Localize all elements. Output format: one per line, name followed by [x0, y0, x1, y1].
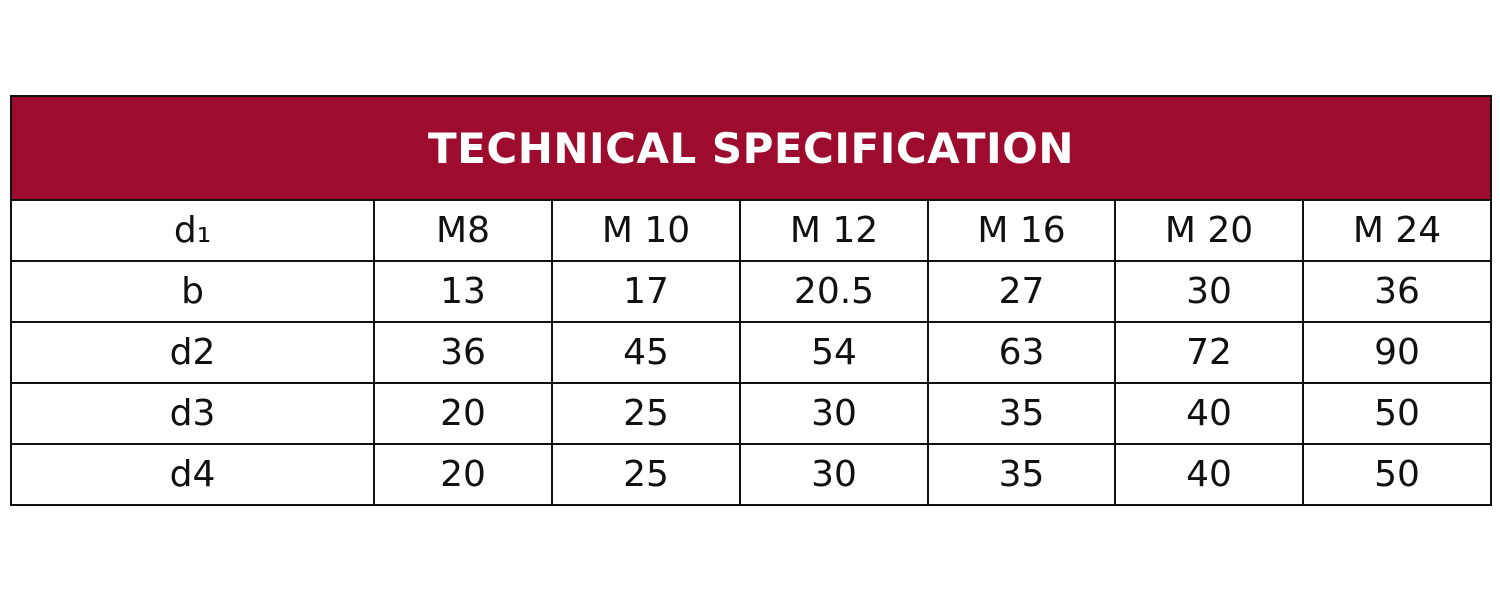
- table-cell: M 12: [739, 199, 929, 262]
- table-row: d4 20 25 30 35 40 50: [10, 443, 1493, 506]
- table-cell: 50: [1301, 443, 1493, 506]
- row-label-cell: d2: [10, 321, 375, 384]
- table-body: TECHNICAL SPECIFICATION d₁ M8 M 10 M 12 M 16…: [9, 95, 1493, 506]
- table-row: b 13 17 20.5 27 30 36: [10, 260, 1493, 323]
- table-cell: M 24: [1301, 199, 1493, 262]
- table-cell: 54: [739, 321, 929, 384]
- table-cell: 35: [927, 382, 1116, 445]
- table-cell: 90: [1301, 321, 1493, 384]
- table-cell: 13: [373, 260, 553, 323]
- row-label-cell: b: [10, 260, 375, 323]
- table-cell: 72: [1114, 321, 1304, 384]
- table-cell: 36: [1301, 260, 1493, 323]
- table-title: TECHNICAL SPECIFICATION: [9, 95, 1493, 201]
- table-cell: M 10: [551, 199, 741, 262]
- table-cell: M 20: [1114, 199, 1304, 262]
- table-cell: 40: [1114, 443, 1304, 506]
- table-cell: 20: [373, 382, 553, 445]
- table-cell: 50: [1301, 382, 1493, 445]
- table-cell: 27: [927, 260, 1116, 323]
- title-row: TECHNICAL SPECIFICATION: [9, 95, 1493, 201]
- table-cell: 25: [551, 443, 741, 506]
- table-row: d2 36 45 54 63 72 90: [10, 321, 1493, 384]
- table-cell: 25: [551, 382, 741, 445]
- table-cell: 30: [739, 382, 929, 445]
- technical-specification-table: TECHNICAL SPECIFICATION d₁ M8 M 10 M 12 M 16…: [9, 95, 1493, 506]
- row-label-cell: d3: [10, 382, 375, 445]
- table-row: d₁ M8 M 10 M 12 M 16 M 20 M 24: [10, 199, 1493, 262]
- table-cell: M8: [373, 199, 553, 262]
- table-cell: 20.5: [739, 260, 929, 323]
- table-cell: 45: [551, 321, 741, 384]
- table-cell: 30: [739, 443, 929, 506]
- table-cell: 20: [373, 443, 553, 506]
- table-cell: M 16: [927, 199, 1116, 262]
- table-cell: 63: [927, 321, 1116, 384]
- table-cell: 40: [1114, 382, 1304, 445]
- row-label-cell: d4: [10, 443, 375, 506]
- table-cell: 36: [373, 321, 553, 384]
- table-cell: 17: [551, 260, 741, 323]
- table-cell: 35: [927, 443, 1116, 506]
- table-cell: 30: [1114, 260, 1304, 323]
- table-row: d3 20 25 30 35 40 50: [10, 382, 1493, 445]
- row-label-cell: d₁: [10, 199, 375, 262]
